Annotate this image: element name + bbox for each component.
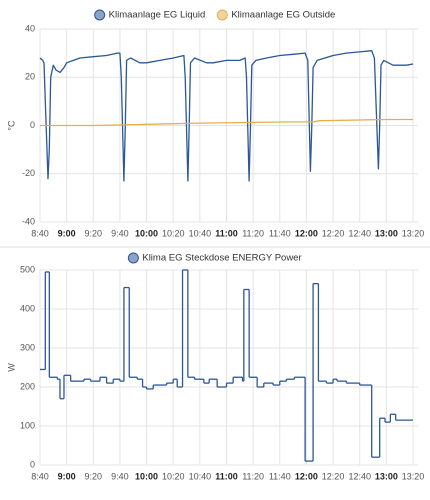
y-tick-label: 500: [20, 264, 35, 274]
x-tick-label: 8:40: [31, 471, 49, 481]
x-tick-label: 9:00: [58, 471, 76, 481]
y-axis-label: °C: [6, 120, 16, 131]
y-tick-label: 0: [30, 120, 35, 130]
x-tick-label: 9:40: [111, 228, 129, 238]
x-tick-label: 10:40: [189, 471, 212, 481]
y-axis-label: W: [6, 363, 16, 372]
x-tick-label: 9:20: [85, 228, 103, 238]
x-tick-label: 11:20: [242, 228, 264, 238]
x-tick-label: 8:40: [31, 228, 49, 238]
x-tick-label: 9:00: [58, 228, 76, 238]
x-tick-label: 13:20: [402, 471, 425, 481]
legend-marker: [127, 252, 139, 264]
y-tick-label: -20: [22, 168, 35, 178]
x-tick-label: 12:40: [348, 471, 371, 481]
series-line: [39, 50, 414, 182]
y-tick-label: 400: [20, 303, 35, 313]
x-tick-label: 13:00: [375, 228, 398, 238]
x-tick-label: 12:00: [295, 228, 318, 238]
y-tick-label: 300: [20, 342, 35, 352]
series-line: [40, 118, 413, 127]
legend-marker: [216, 9, 228, 21]
y-tick-label: -40: [22, 216, 35, 226]
x-tick-label: 10:00: [135, 228, 158, 238]
y-tick-label: 20: [25, 72, 35, 82]
legend-label: Klimaanlage EG Outside: [231, 10, 335, 21]
x-tick-label: 10:20: [162, 471, 185, 481]
x-tick-label: 11:20: [242, 471, 264, 481]
legend-marker: [94, 9, 106, 21]
x-tick-label: 13:00: [375, 471, 398, 481]
x-tick-label: 11:40: [269, 228, 291, 238]
x-tick-label: 12:20: [322, 228, 345, 238]
x-tick-label: 10:00: [135, 471, 158, 481]
y-tick-label: 100: [20, 420, 35, 430]
legend-label: Klimaanlage EG Liquid: [109, 10, 206, 21]
x-tick-label: 10:40: [189, 228, 212, 238]
x-tick-label: 13:20: [402, 228, 425, 238]
x-tick-label: 11:00: [215, 471, 238, 481]
x-tick-label: 12:00: [295, 471, 318, 481]
x-tick-label: 11:00: [215, 228, 238, 238]
x-tick-label: 10:20: [162, 228, 185, 238]
y-tick-label: 0: [30, 459, 35, 469]
x-tick-label: 11:40: [269, 471, 291, 481]
y-tick-label: 40: [25, 23, 35, 33]
y-tick-label: 200: [20, 381, 35, 391]
x-tick-label: 9:40: [111, 471, 129, 481]
x-tick-label: 12:40: [348, 228, 371, 238]
x-tick-label: 9:20: [85, 471, 103, 481]
x-tick-label: 12:20: [322, 471, 345, 481]
legend-label: Klima EG Steckdose ENERGY Power: [142, 253, 301, 264]
